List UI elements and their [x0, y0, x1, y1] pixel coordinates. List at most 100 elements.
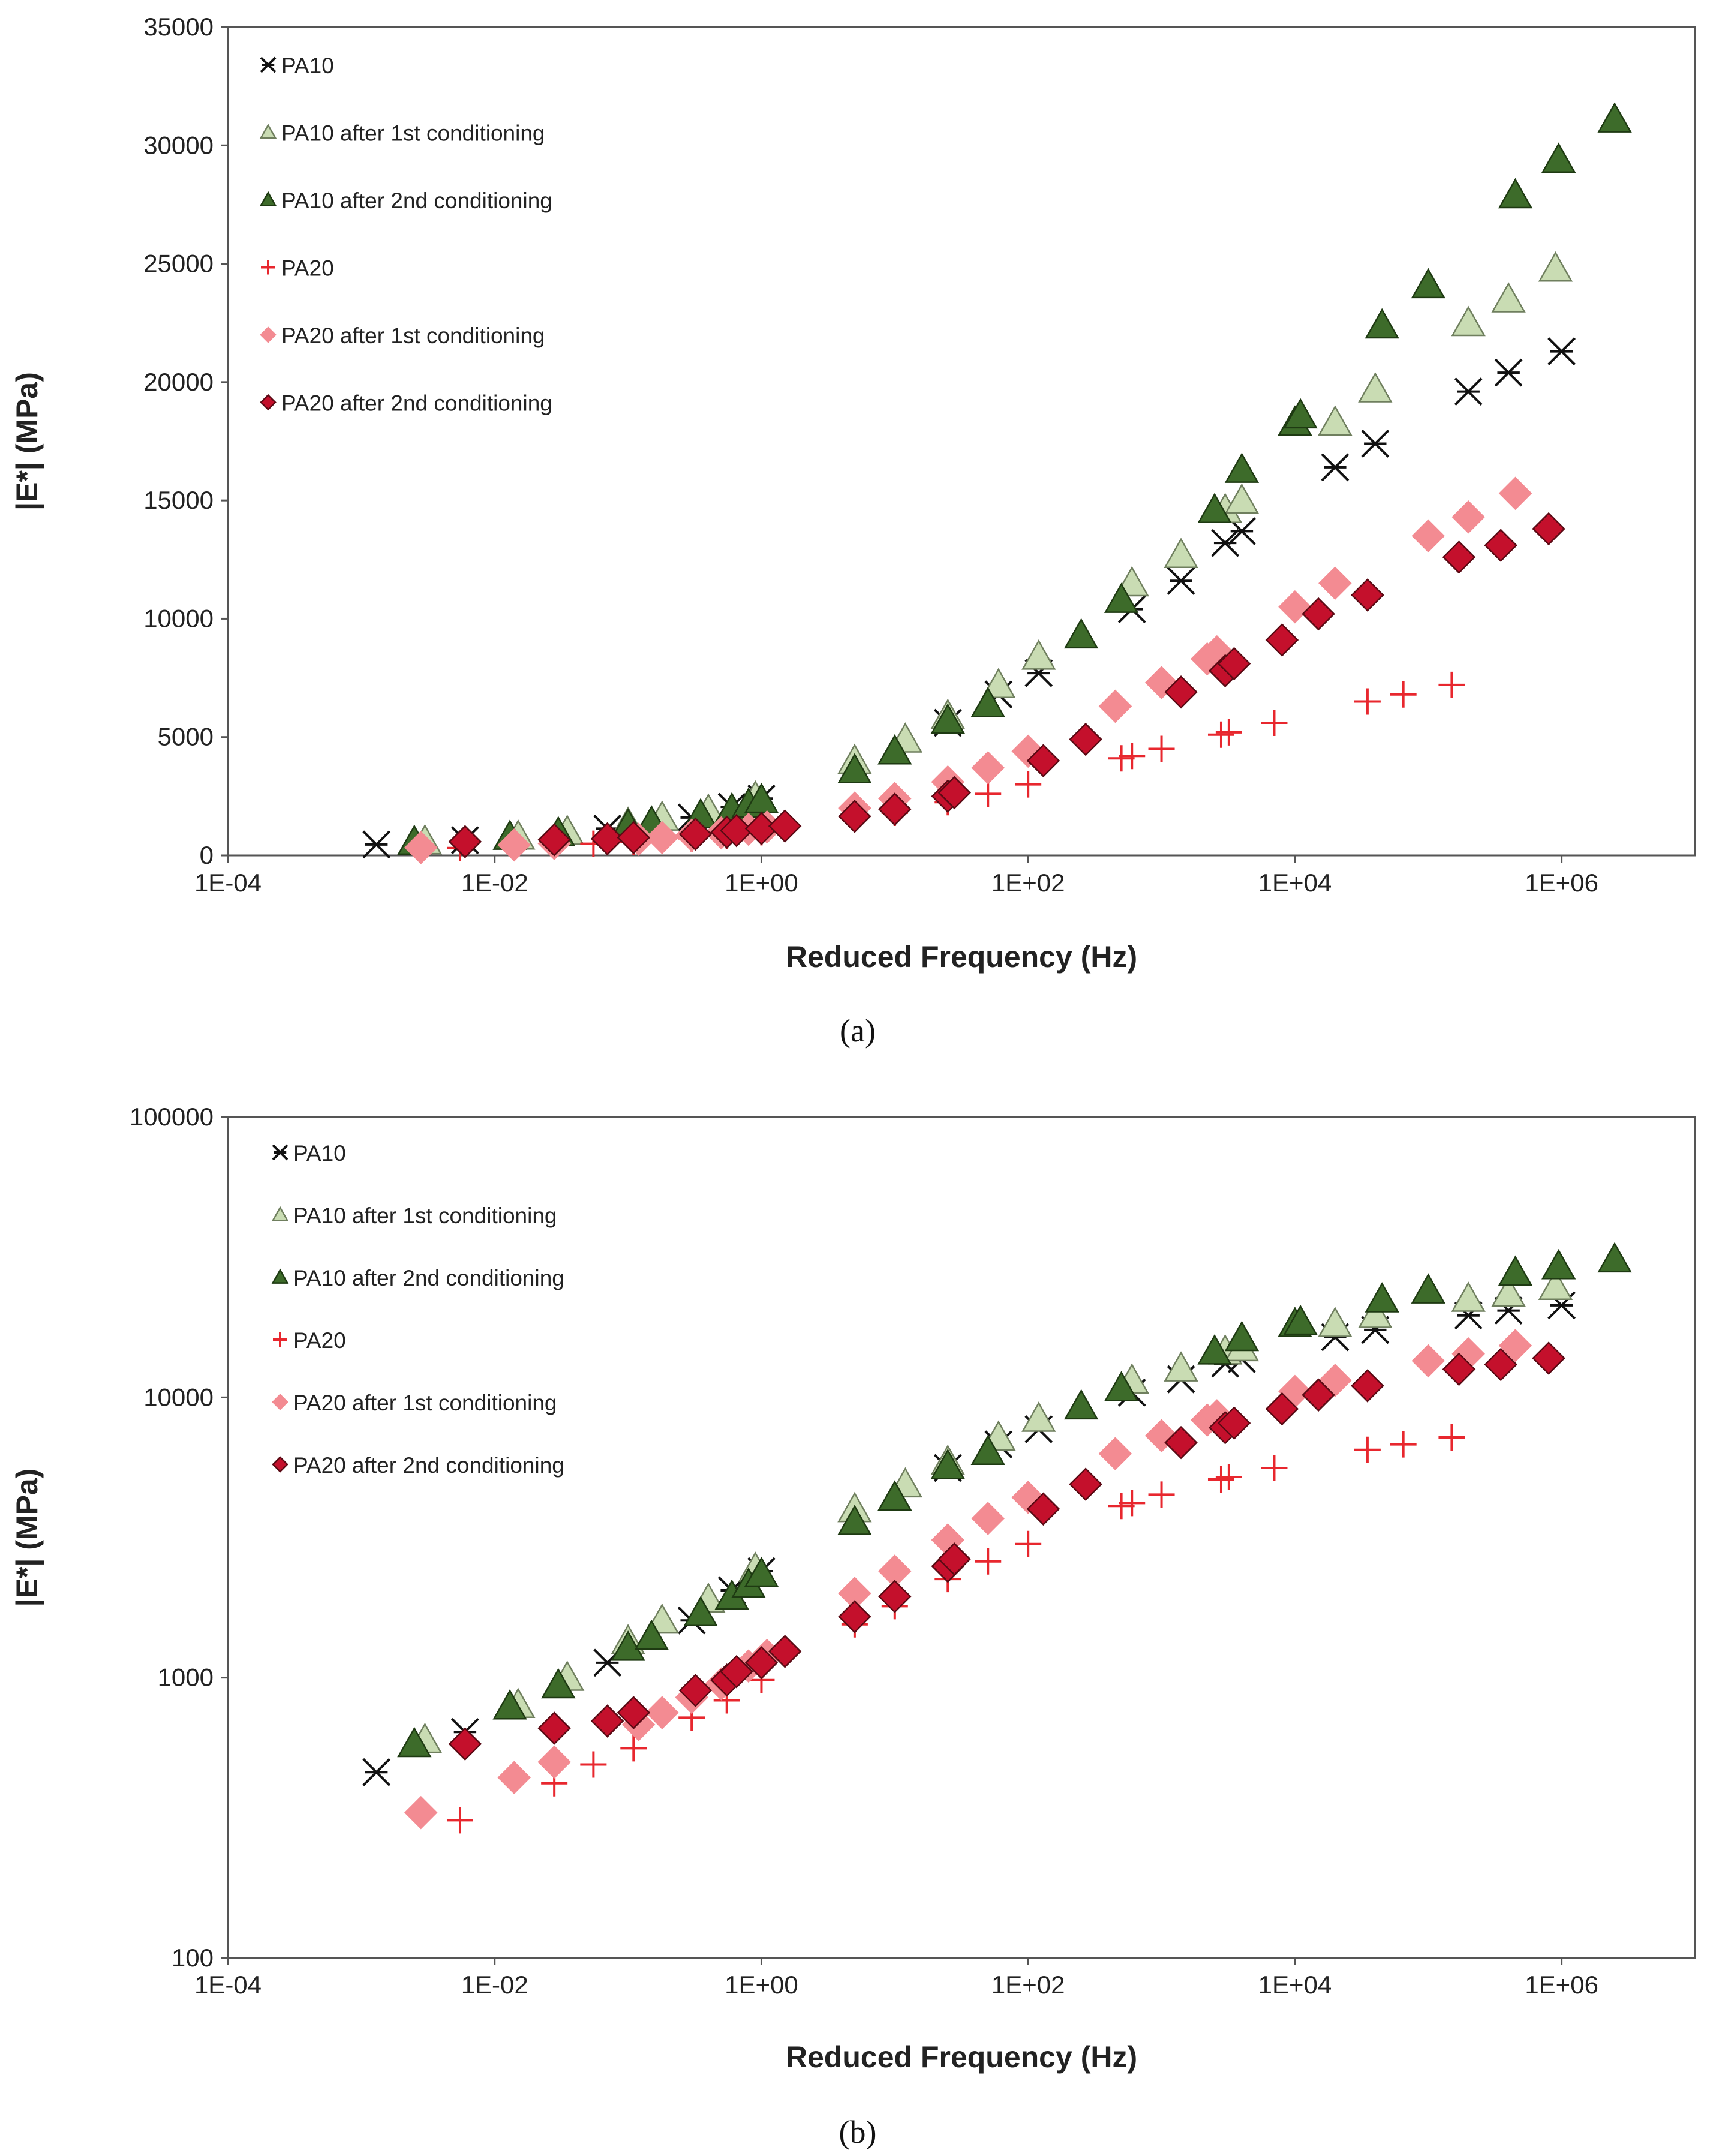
- legend-marker: [259, 191, 277, 206]
- data-point: [1351, 578, 1384, 612]
- data-point: [537, 1745, 571, 1779]
- data-point: [497, 1761, 531, 1795]
- legend-marker: [260, 394, 277, 411]
- data-point: [1547, 337, 1576, 365]
- data-point: [837, 1505, 872, 1535]
- series-pa10-after-2nd-conditioning: [397, 1242, 1632, 1758]
- legend-a: PA10 PA10 after 1st conditioning PA10 afte…: [259, 53, 552, 416]
- legend-item: PA10 after 1st conditioning: [259, 121, 545, 146]
- legend-label: PA20 after 2nd conditioning: [293, 1453, 564, 1478]
- legend-marker: [261, 260, 275, 275]
- y-tick-label: 0: [200, 841, 214, 869]
- data-point: [1164, 1351, 1198, 1382]
- data-point: [617, 1696, 651, 1729]
- legend-marker: [271, 1268, 289, 1284]
- data-point: [1532, 1341, 1565, 1375]
- data-point: [1498, 1255, 1533, 1286]
- data-point: [1538, 1269, 1573, 1301]
- data-point: [1411, 268, 1445, 299]
- legend-label: PA10 after 2nd conditioning: [281, 188, 552, 213]
- data-point: [1283, 398, 1318, 429]
- data-point: [1069, 722, 1102, 756]
- data-point: [362, 1758, 391, 1786]
- data-point: [1438, 671, 1465, 698]
- data-point: [930, 703, 965, 734]
- data-point: [720, 1654, 753, 1689]
- data-point: [1069, 1467, 1102, 1501]
- data-point: [744, 1646, 779, 1680]
- legend-marker: [271, 1206, 289, 1221]
- data-point: [1597, 1242, 1632, 1273]
- data-point: [1164, 1425, 1198, 1460]
- y-tick-label: 1000: [158, 1663, 214, 1692]
- y-tick-label: 30000: [143, 131, 214, 159]
- legend-marker: [272, 1144, 288, 1161]
- data-point: [1318, 1307, 1353, 1337]
- data-point: [404, 1795, 438, 1830]
- data-point: [683, 1596, 718, 1627]
- legend-marker: [259, 123, 277, 139]
- data-point: [1484, 529, 1518, 562]
- data-point: [1167, 566, 1195, 595]
- x-tick-label: 1E+02: [991, 1971, 1065, 1999]
- data-point: [1119, 743, 1146, 770]
- legend-item: PA10 after 1st conditioning: [271, 1203, 557, 1228]
- x-tick-label: 1E-04: [194, 869, 262, 897]
- data-point: [1491, 282, 1526, 313]
- y-tick-label: 100: [172, 1944, 214, 1972]
- data-point: [1026, 744, 1060, 777]
- data-point: [878, 792, 912, 826]
- data-point: [634, 1619, 669, 1650]
- data-point: [1021, 639, 1056, 670]
- data-point: [837, 753, 872, 784]
- x-tick-label: 1E+00: [725, 1971, 798, 1999]
- data-point: [1365, 1282, 1399, 1313]
- data-point: [971, 1502, 1005, 1535]
- legend-item: PA10: [260, 53, 334, 78]
- x-tick-label: 1E-02: [461, 1971, 528, 1999]
- data-point: [1351, 1369, 1384, 1403]
- plot-area-a: [227, 26, 1696, 857]
- data-point: [744, 1556, 779, 1587]
- data-point: [1451, 500, 1485, 534]
- data-point: [768, 1635, 802, 1668]
- x-tick-label: 1E+04: [1258, 869, 1332, 897]
- y-tick-label: 20000: [143, 368, 214, 396]
- y-tick-label: 15000: [143, 486, 214, 514]
- data-point: [1498, 1329, 1532, 1362]
- legend-item: PA20 after 2nd conditioning: [260, 391, 552, 416]
- data-point: [1148, 1481, 1175, 1508]
- data-point: [1224, 1320, 1260, 1352]
- data-point: [971, 751, 1005, 785]
- data-point: [1411, 519, 1445, 553]
- data-point: [1224, 483, 1260, 514]
- legend-item: PA20: [261, 256, 334, 281]
- data-point: [590, 822, 624, 856]
- data-point: [1354, 688, 1381, 715]
- data-point: [1498, 476, 1532, 511]
- data-point: [1454, 377, 1483, 406]
- y-tick-label: 5000: [158, 723, 214, 751]
- data-point: [970, 1434, 1005, 1465]
- data-point: [1321, 453, 1350, 482]
- data-point: [1197, 1334, 1232, 1365]
- data-point: [878, 1580, 912, 1613]
- data-point: [1541, 1248, 1576, 1280]
- legend-item: PA20 after 2nd conditioning: [272, 1453, 564, 1478]
- data-point: [1104, 1371, 1139, 1401]
- data-point: [975, 1548, 1002, 1575]
- data-point: [1197, 493, 1232, 523]
- data-point: [1224, 452, 1260, 483]
- x-axis-title: Reduced Frequency (Hz): [786, 940, 1137, 974]
- data-point: [1064, 1389, 1099, 1420]
- data-point: [1411, 1344, 1445, 1378]
- legend-label: PA20: [293, 1328, 346, 1353]
- x-tick-label: 1E+04: [1258, 1971, 1332, 1999]
- x-axis-title: Reduced Frequency (Hz): [786, 2040, 1137, 2074]
- legend-label: PA10: [281, 53, 334, 78]
- data-point: [970, 686, 1005, 717]
- legend-label: PA20 after 2nd conditioning: [281, 391, 552, 416]
- x-tick-label: 1E-04: [194, 1971, 262, 1999]
- data-point: [877, 734, 912, 765]
